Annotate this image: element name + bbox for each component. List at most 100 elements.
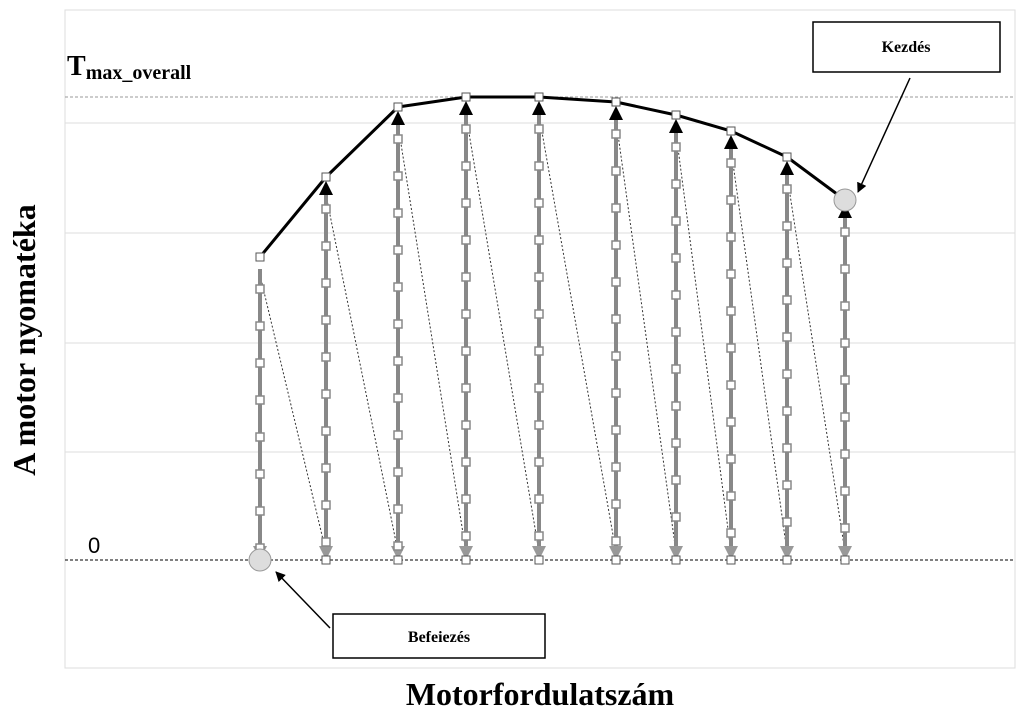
transition-line: [786, 174, 846, 553]
step-marker: [726, 158, 736, 168]
step-marker: [611, 240, 621, 250]
step-marker: [534, 124, 544, 134]
up-arrow: [780, 161, 794, 175]
step-marker: [393, 282, 403, 292]
tmax-label: Tmax_overall: [67, 51, 192, 84]
transition-line: [325, 194, 399, 553]
curve-marker: [611, 97, 621, 107]
step-marker: [782, 184, 792, 194]
step-marker: [393, 430, 403, 440]
step-marker: [255, 432, 265, 442]
step-marker: [611, 499, 621, 509]
step-marker: [461, 198, 471, 208]
bottom-marker: [840, 555, 850, 565]
step-marker: [671, 290, 681, 300]
curve-marker: [461, 92, 471, 102]
step-marker: [671, 327, 681, 337]
step-marker: [840, 449, 850, 459]
transition-line: [259, 274, 327, 553]
step-marker: [726, 491, 736, 501]
step-marker: [782, 295, 792, 305]
up-arrow: [609, 106, 623, 120]
down-arrow: [780, 546, 794, 560]
step-marker: [461, 420, 471, 430]
step-marker: [461, 161, 471, 171]
step-marker: [726, 306, 736, 316]
step-marker: [461, 309, 471, 319]
step-marker: [393, 356, 403, 366]
step-marker: [393, 504, 403, 514]
step-marker: [726, 343, 736, 353]
step-marker: [726, 454, 736, 464]
up-arrow: [459, 101, 473, 115]
step-marker: [611, 203, 621, 213]
step-marker: [393, 319, 403, 329]
step-marker: [393, 134, 403, 144]
up-arrow: [532, 101, 546, 115]
step-marker: [321, 463, 331, 473]
down-arrow: [459, 546, 473, 560]
bottom-marker: [671, 555, 681, 565]
step-marker: [255, 321, 265, 331]
step-marker: [321, 352, 331, 362]
step-marker: [534, 494, 544, 504]
bottom-marker: [726, 555, 736, 565]
step-marker: [840, 338, 850, 348]
down-arrow: [724, 546, 738, 560]
step-marker: [321, 426, 331, 436]
step-marker: [321, 500, 331, 510]
curve-marker: [255, 252, 265, 262]
step-marker: [611, 351, 621, 361]
step-marker: [611, 462, 621, 472]
bottom-marker: [321, 555, 331, 565]
step-marker: [782, 517, 792, 527]
step-marker: [461, 383, 471, 393]
step-marker: [461, 346, 471, 356]
step-marker: [782, 406, 792, 416]
bottom-marker: [393, 555, 403, 565]
end-arrow: [275, 571, 331, 629]
down-arrow: [532, 546, 546, 560]
step-marker: [611, 166, 621, 176]
step-marker: [461, 235, 471, 245]
transition-line: [730, 148, 788, 553]
step-marker: [321, 204, 331, 214]
step-marker: [726, 195, 736, 205]
step-marker: [255, 469, 265, 479]
torque-curve: [258, 95, 846, 258]
end-box: [332, 613, 546, 659]
transition-line: [615, 119, 677, 553]
step-marker: [840, 412, 850, 422]
step-marker: [782, 443, 792, 453]
step-marker: [393, 171, 403, 181]
curve-marker: [534, 92, 544, 102]
y-axis-label: A motor nyomatéka: [6, 204, 42, 475]
down-arrow: [319, 546, 333, 560]
up-arrow: [319, 181, 333, 195]
step-marker: [671, 253, 681, 263]
step-marker: [321, 241, 331, 251]
step-marker: [840, 264, 850, 274]
step-marker: [726, 380, 736, 390]
step-marker: [393, 467, 403, 477]
down-arrow: [669, 546, 683, 560]
step-marker: [255, 358, 265, 368]
step-marker: [461, 272, 471, 282]
step-marker: [726, 417, 736, 427]
step-marker: [393, 245, 403, 255]
step-marker: [671, 216, 681, 226]
step-marker: [393, 541, 403, 551]
step-marker: [671, 401, 681, 411]
step-marker: [671, 142, 681, 152]
step-marker: [534, 198, 544, 208]
step-marker: [321, 389, 331, 399]
start-point: [833, 188, 857, 212]
curve-marker: [671, 110, 681, 120]
up-arrow: [669, 119, 683, 133]
step-marker: [671, 179, 681, 189]
step-marker: [840, 523, 850, 533]
step-marker: [840, 301, 850, 311]
step-marker: [534, 346, 544, 356]
step-marker: [534, 457, 544, 467]
